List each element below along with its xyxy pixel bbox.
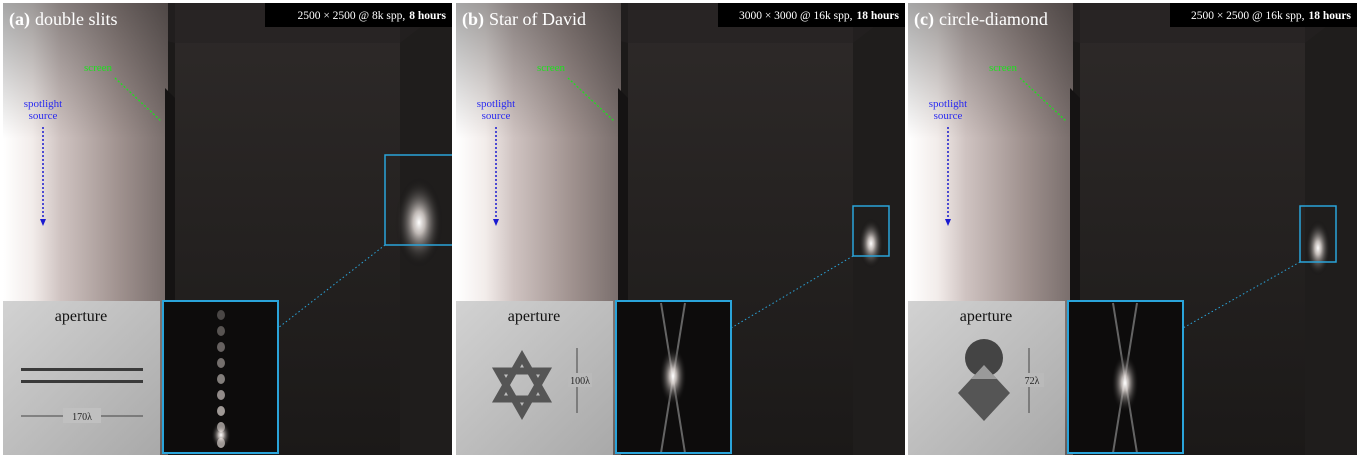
diffraction-glow: [1305, 220, 1330, 276]
panel: (a)double slits 2500 × 2500 @ 8k spp, 8 ho…: [3, 3, 453, 455]
figure: (a)double slits 2500 × 2500 @ 8k spp, 8 ho…: [0, 0, 1365, 455]
scale-label: 72λ: [1025, 376, 1040, 387]
fringe: [217, 358, 225, 368]
aperture-title: aperture: [960, 308, 1012, 325]
diffraction-glow: [659, 346, 687, 406]
fringe: [217, 310, 225, 320]
info: 3000 × 3000 @ 16k spp, 18 hours: [739, 10, 900, 22]
diffraction-glow: [211, 421, 231, 449]
resolution: 2500 × 2500 @ 8k spp,: [297, 10, 405, 22]
fringe: [217, 342, 225, 352]
fringe: [217, 374, 225, 384]
panel-name: circle-diamond: [939, 9, 1048, 29]
spotlight-label: source: [934, 110, 963, 122]
panel-label: (b): [462, 9, 484, 30]
diffraction-glow: [1111, 353, 1139, 413]
scale-label: 170λ: [72, 412, 92, 423]
spotlight-label: source: [29, 110, 58, 122]
panel: (c)circle-diamond 2500 × 2500 @ 16k spp, 1…: [908, 3, 1357, 455]
spotlight-label: spotlight: [24, 98, 63, 110]
screen-label: screen: [84, 62, 113, 74]
aperture-title: aperture: [508, 308, 560, 325]
slit: [21, 368, 143, 371]
diffraction-glow: [858, 219, 883, 269]
panel: (b)Star of David 3000 × 3000 @ 16k spp, 18…: [456, 3, 905, 455]
fringe: [217, 390, 225, 400]
panel-title: (b)Star of David: [462, 9, 586, 30]
panel-title: (a)double slits: [9, 9, 118, 30]
render-time: 8 hours: [409, 10, 446, 22]
panel-name: Star of David: [489, 9, 586, 29]
render-time: 18 hours: [1309, 10, 1352, 22]
aperture-title: aperture: [55, 308, 107, 325]
screen-label: screen: [989, 62, 1018, 74]
panel-label: (a): [9, 9, 30, 30]
spotlight-label: spotlight: [929, 98, 968, 110]
screen-label: screen: [537, 62, 566, 74]
fringe: [217, 406, 225, 416]
panel-label: (c): [914, 9, 934, 30]
info: 2500 × 2500 @ 8k spp, 8 hours: [297, 10, 446, 22]
resolution: 3000 × 3000 @ 16k spp,: [739, 10, 853, 22]
spotlight-label: source: [482, 110, 511, 122]
diffraction-glow: [395, 178, 443, 268]
info: 2500 × 2500 @ 16k spp, 18 hours: [1191, 10, 1352, 22]
panel-name: double slits: [35, 9, 118, 29]
resolution: 2500 × 2500 @ 16k spp,: [1191, 10, 1305, 22]
scale-label: 100λ: [570, 376, 590, 387]
spotlight-label: spotlight: [477, 98, 516, 110]
fringe: [217, 326, 225, 336]
render-time: 18 hours: [857, 10, 900, 22]
slit: [21, 380, 143, 383]
